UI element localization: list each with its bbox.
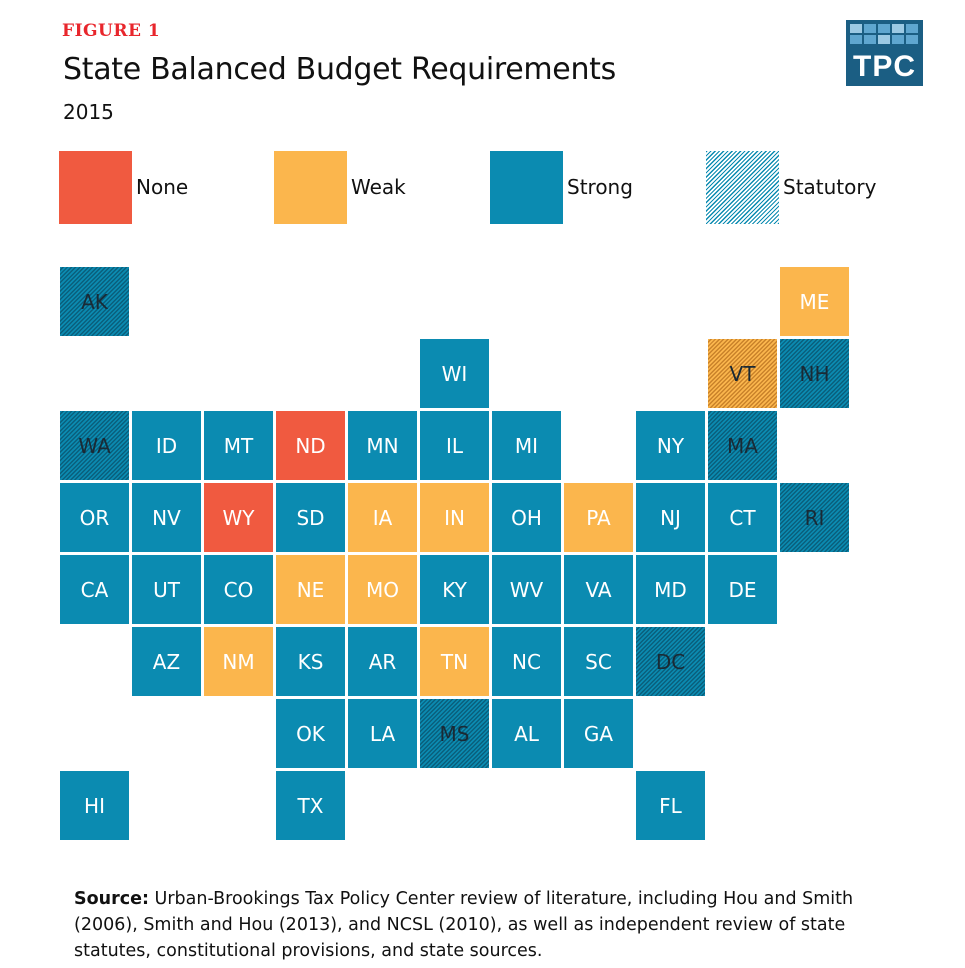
source-text: Urban-Brookings Tax Policy Center review… xyxy=(74,889,854,961)
state-tile-ca: CA xyxy=(60,555,129,624)
state-tile-ny: NY xyxy=(636,411,705,480)
state-tile-mt: MT xyxy=(204,411,273,480)
state-tile-wy: WY xyxy=(204,483,273,552)
state-tile-ak: AK xyxy=(60,267,129,336)
state-tile-hi: HI xyxy=(60,771,129,840)
state-tile-tn: TN xyxy=(420,627,489,696)
logo-grid-cell xyxy=(878,35,890,44)
legend-swatch-weak xyxy=(274,151,347,224)
state-tile-nd: ND xyxy=(276,411,345,480)
state-tile-la: LA xyxy=(348,699,417,768)
legend-swatch-statutory xyxy=(706,151,779,224)
legend-swatch-strong xyxy=(490,151,563,224)
state-tile-de: DE xyxy=(708,555,777,624)
state-tile-fl: FL xyxy=(636,771,705,840)
state-tile-wi: WI xyxy=(420,339,489,408)
logo-grid-cell xyxy=(864,24,876,33)
state-tile-ok: OK xyxy=(276,699,345,768)
state-tile-me: ME xyxy=(780,267,849,336)
state-tile-ia: IA xyxy=(348,483,417,552)
state-tile-nm: NM xyxy=(204,627,273,696)
legend-label-statutory: Statutory xyxy=(783,175,877,199)
state-tile-id: ID xyxy=(132,411,201,480)
state-tile-co: CO xyxy=(204,555,273,624)
state-tile-ri: RI xyxy=(780,483,849,552)
state-tile-al: AL xyxy=(492,699,561,768)
state-tile-in: IN xyxy=(420,483,489,552)
legend-label-weak: Weak xyxy=(351,175,406,199)
state-tile-nh: NH xyxy=(780,339,849,408)
logo-grid-cell xyxy=(906,24,918,33)
source-label: Source: xyxy=(74,889,149,909)
state-tile-ct: CT xyxy=(708,483,777,552)
state-tile-ar: AR xyxy=(348,627,417,696)
state-tile-mo: MO xyxy=(348,555,417,624)
state-tile-az: AZ xyxy=(132,627,201,696)
state-tile-ne: NE xyxy=(276,555,345,624)
chart-title: State Balanced Budget Requirements xyxy=(63,52,616,87)
state-tile-nc: NC xyxy=(492,627,561,696)
state-tile-tx: TX xyxy=(276,771,345,840)
state-tile-mi: MI xyxy=(492,411,561,480)
tpc-logo: TPC xyxy=(846,20,923,86)
source-note: Source: Urban-Brookings Tax Policy Cente… xyxy=(74,886,904,964)
logo-grid-cell xyxy=(892,24,904,33)
state-tile-vt: VT xyxy=(708,339,777,408)
state-tile-ks: KS xyxy=(276,627,345,696)
state-tile-va: VA xyxy=(564,555,633,624)
legend-label-strong: Strong xyxy=(567,175,633,199)
state-tile-nv: NV xyxy=(132,483,201,552)
logo-text: TPC xyxy=(853,50,916,83)
state-tile-ga: GA xyxy=(564,699,633,768)
state-tile-ut: UT xyxy=(132,555,201,624)
state-tile-oh: OH xyxy=(492,483,561,552)
logo-grid-cell xyxy=(850,35,862,44)
chart-subtitle: 2015 xyxy=(63,100,114,124)
state-tile-sd: SD xyxy=(276,483,345,552)
state-tile-pa: PA xyxy=(564,483,633,552)
state-tile-ky: KY xyxy=(420,555,489,624)
logo-grid-cell xyxy=(864,35,876,44)
state-tile-dc: DC xyxy=(636,627,705,696)
logo-grid-cell xyxy=(892,35,904,44)
state-tile-il: IL xyxy=(420,411,489,480)
legend-label-none: None xyxy=(136,175,189,199)
state-tile-mn: MN xyxy=(348,411,417,480)
state-tile-ms: MS xyxy=(420,699,489,768)
state-tile-nj: NJ xyxy=(636,483,705,552)
state-tile-sc: SC xyxy=(564,627,633,696)
figure-label: FIGURE 1 xyxy=(62,21,161,41)
state-tile-ma: MA xyxy=(708,411,777,480)
logo-grid-cell xyxy=(850,24,862,33)
logo-grid-cell xyxy=(906,35,918,44)
state-tile-md: MD xyxy=(636,555,705,624)
state-tile-wv: WV xyxy=(492,555,561,624)
state-tile-wa: WA xyxy=(60,411,129,480)
legend-swatch-none xyxy=(59,151,132,224)
logo-grid-cell xyxy=(878,24,890,33)
state-tile-or: OR xyxy=(60,483,129,552)
